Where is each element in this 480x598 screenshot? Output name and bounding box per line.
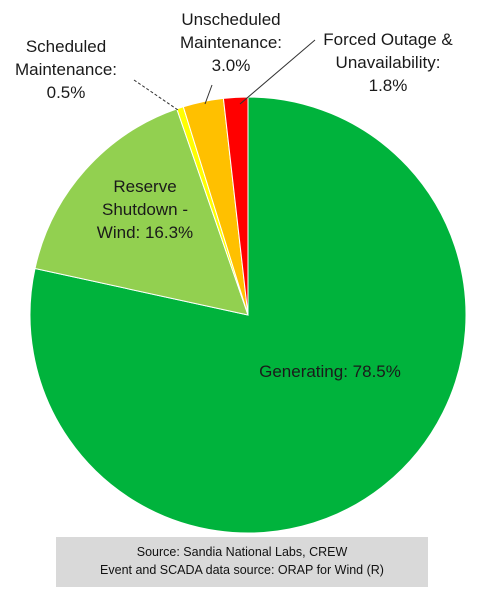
source-line-1: Source: Sandia National Labs, CREW (136, 545, 348, 559)
slice-label: Scheduled Maintenance: 0.5% (15, 37, 117, 102)
slice-label: Forced Outage & Unavailability: 1.8% (323, 30, 453, 95)
slice-label: Generating: 78.5% (259, 362, 401, 381)
slice-label: Reserve Shutdown -Wind: 16.3% (97, 177, 193, 242)
pie-slice-reserve-shutdown-wind (34, 108, 249, 316)
slice-label: Unscheduled Maintenance: 3.0% (180, 10, 282, 75)
leader-line (239, 39, 316, 105)
source-box: Source: Sandia National Labs, CREW Event… (56, 537, 428, 587)
leader-line (133, 79, 179, 111)
source-line-2: Event and SCADA data source: ORAP for Wi… (100, 563, 384, 577)
leader-line (204, 84, 213, 105)
